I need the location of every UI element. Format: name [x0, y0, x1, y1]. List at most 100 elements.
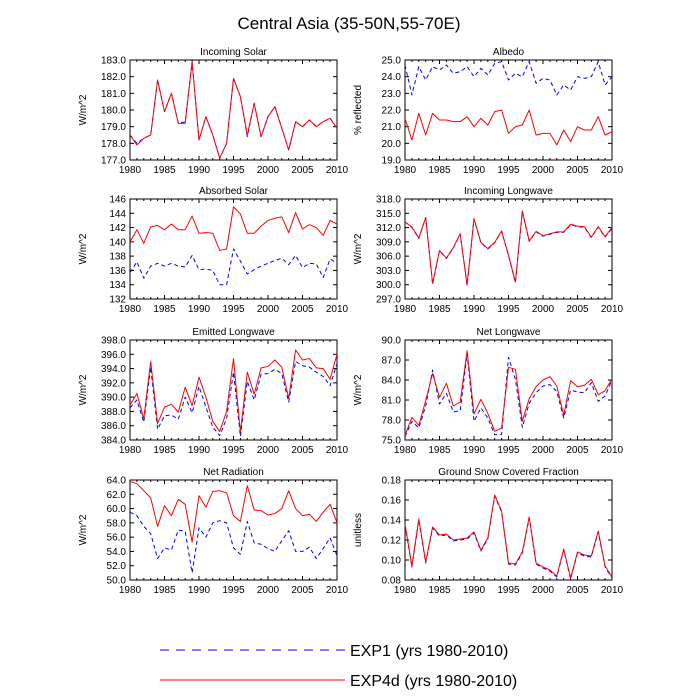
net-longwave-frame [404, 339, 613, 441]
albedo-xtick-label: 1985 [428, 165, 451, 176]
net-radiation-xtick-label: 1985 [153, 585, 176, 596]
incoming-longwave-xtick-label: 2010 [601, 304, 624, 315]
emitted-longwave-xtick-label: 2000 [257, 445, 280, 456]
albedo-xtick-label: 1980 [394, 165, 417, 176]
incoming-longwave-ytick-label: 303.0 [376, 266, 401, 277]
emitted-longwave-ytick-label: 398.0 [101, 336, 126, 347]
albedo-ytick-label: 25.0 [382, 56, 402, 67]
albedo-series-exp1 [404, 61, 613, 96]
albedo-xtick-label: 2000 [532, 165, 555, 176]
emitted-longwave-ytick-label: 392.0 [101, 378, 126, 389]
absorbed-solar-ytick-label: 144 [109, 209, 126, 220]
absorbed-solar-xtick-label: 1980 [119, 304, 142, 315]
absorbed-solar-xtick-label: 2005 [291, 304, 314, 315]
net-radiation-ytick-label: 64.0 [107, 476, 127, 487]
panel-net-longwave: Net Longwave W/m^2 1980 1985 1990 1995 2000 200… [353, 327, 624, 456]
emitted-longwave-series-exp1 [129, 360, 338, 437]
absorbed-solar-xtick-label: 1985 [153, 304, 176, 315]
emitted-longwave-xtick-label: 2010 [326, 445, 349, 456]
incoming-solar-xtick-label: 2005 [291, 165, 314, 176]
incoming-solar-series-exp1 [129, 61, 338, 159]
incoming-solar-title: Incoming Solar [200, 47, 267, 58]
panels-group: Incoming Solar W/m^2 1980 1985 1990 1995 2000 2… [78, 47, 624, 596]
ground-snow-covered-fraction-xtick-label: 2000 [532, 585, 555, 596]
ground-snow-covered-fraction-title: Ground Snow Covered Fraction [438, 467, 579, 478]
net-longwave-ytick-label: 90.0 [382, 336, 402, 347]
net-longwave-ytick-label: 78.0 [382, 416, 402, 427]
ground-snow-covered-fraction-xtick-label: 1990 [463, 585, 486, 596]
incoming-solar-ylabel: W/m^2 [78, 94, 89, 125]
albedo-title: Albedo [493, 47, 525, 58]
absorbed-solar-xtick-label: 2010 [326, 304, 349, 315]
incoming-solar-frame [129, 59, 338, 161]
net-radiation-ylabel: W/m^2 [78, 514, 89, 545]
ground-snow-covered-fraction-ytick-label: 0.16 [382, 496, 402, 507]
ground-snow-covered-fraction-ytick-label: 0.10 [382, 556, 402, 567]
emitted-longwave-ytick-label: 390.0 [101, 393, 126, 404]
absorbed-solar-series-exp1 [129, 248, 338, 286]
net-longwave-xtick-label: 1980 [394, 445, 417, 456]
net-radiation-ytick-label: 58.0 [107, 518, 127, 529]
absorbed-solar-ytick-label: 134 [109, 280, 126, 291]
ground-snow-covered-fraction-xtick-label: 1995 [497, 585, 520, 596]
panel-incoming-solar: Incoming Solar W/m^2 1980 1985 1990 1995 2000 2… [78, 47, 349, 176]
net-radiation-ytick-label: 62.0 [107, 490, 127, 501]
albedo-ytick-label: 19.0 [382, 156, 402, 167]
incoming-longwave-title: Incoming Longwave [464, 186, 553, 197]
net-radiation-ytick-label: 54.0 [107, 547, 127, 558]
ground-snow-covered-fraction-xtick-label: 1980 [394, 585, 417, 596]
ground-snow-covered-fraction-ytick-label: 0.12 [382, 536, 402, 547]
absorbed-solar-ytick-label: 138 [109, 252, 126, 263]
absorbed-solar-series-exp4d [129, 206, 338, 251]
incoming-longwave-xtick-label: 1990 [463, 304, 486, 315]
legend-exp1-label: EXP1 (yrs 1980-2010) [350, 643, 508, 660]
net-longwave-xtick-label: 1990 [463, 445, 486, 456]
incoming-longwave-ytick-label: 306.0 [376, 252, 401, 263]
absorbed-solar-ytick-label: 140 [109, 237, 126, 248]
emitted-longwave-title: Emitted Longwave [192, 327, 275, 338]
ground-snow-covered-fraction-ytick-label: 0.08 [382, 576, 402, 587]
absorbed-solar-ylabel: W/m^2 [78, 233, 89, 264]
net-longwave-title: Net Longwave [477, 327, 541, 338]
incoming-solar-ytick-label: 177.0 [101, 156, 126, 167]
net-longwave-xtick-label: 1985 [428, 445, 451, 456]
ground-snow-covered-fraction-frame [404, 479, 613, 581]
absorbed-solar-ytick-label: 146 [109, 195, 126, 206]
albedo-ytick-label: 22.0 [382, 106, 402, 117]
incoming-longwave-ytick-label: 315.0 [376, 209, 401, 220]
legend: EXP1 (yrs 1980-2010) EXP4d (yrs 1980-201… [160, 643, 517, 690]
incoming-solar-ytick-label: 180.0 [101, 106, 126, 117]
net-radiation-xtick-label: 1995 [222, 585, 245, 596]
net-longwave-series-exp1 [404, 353, 613, 437]
net-radiation-series-exp4d [129, 480, 338, 543]
albedo-xtick-label: 1995 [497, 165, 520, 176]
incoming-solar-ytick-label: 178.0 [101, 139, 126, 150]
incoming-solar-xtick-label: 1985 [153, 165, 176, 176]
ground-snow-covered-fraction-xtick-label: 1985 [428, 585, 451, 596]
incoming-solar-series-exp4d [129, 61, 338, 159]
emitted-longwave-xtick-label: 1985 [153, 445, 176, 456]
incoming-longwave-ylabel: W/m^2 [353, 233, 364, 264]
incoming-longwave-xtick-label: 2005 [566, 304, 589, 315]
figure-title: Central Asia (35-50N,55-70E) [237, 14, 460, 33]
albedo-ytick-label: 21.0 [382, 122, 402, 133]
incoming-longwave-ytick-label: 300.0 [376, 280, 401, 291]
incoming-solar-xtick-label: 1995 [222, 165, 245, 176]
ground-snow-covered-fraction-series-exp4d [404, 494, 613, 579]
emitted-longwave-xtick-label: 1990 [188, 445, 211, 456]
absorbed-solar-xtick-label: 1995 [222, 304, 245, 315]
ground-snow-covered-fraction-ytick-label: 0.14 [382, 516, 402, 527]
net-radiation-xtick-label: 2000 [257, 585, 280, 596]
emitted-longwave-ytick-label: 396.0 [101, 350, 126, 361]
net-longwave-xtick-label: 2000 [532, 445, 555, 456]
absorbed-solar-ytick-label: 136 [109, 266, 126, 277]
albedo-xtick-label: 2010 [601, 165, 624, 176]
incoming-solar-ytick-label: 182.0 [101, 72, 126, 83]
incoming-longwave-xtick-label: 1995 [497, 304, 520, 315]
incoming-longwave-ytick-label: 318.0 [376, 195, 401, 206]
ground-snow-covered-fraction-ytick-label: 0.18 [382, 476, 402, 487]
panel-ground-snow-covered-fraction: Ground Snow Covered Fraction unitless 1980… [353, 467, 624, 596]
net-radiation-title: Net Radiation [203, 467, 264, 478]
emitted-longwave-xtick-label: 1980 [119, 445, 142, 456]
emitted-longwave-series-exp4d [129, 349, 338, 433]
